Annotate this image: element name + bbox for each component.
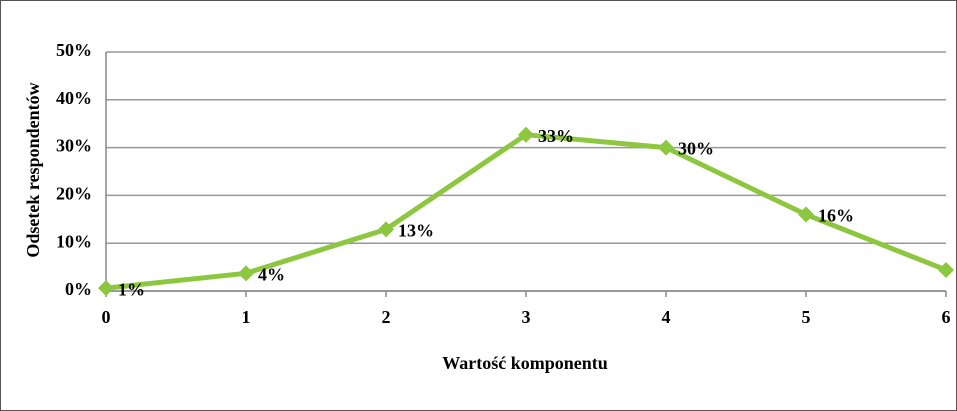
marker [518, 126, 534, 143]
marker [378, 221, 394, 238]
y-tick-label: 50% [56, 40, 92, 60]
x-tick-label: 1 [242, 307, 251, 327]
data-label: 13% [398, 220, 434, 240]
x-tick-label: 0 [102, 307, 111, 327]
data-label: 33% [538, 126, 574, 146]
data-label: 1% [118, 279, 145, 299]
y-tick-label: 40% [56, 88, 92, 108]
data-label: 4% [258, 264, 285, 284]
y-axis-title: Odsetek respondentów [23, 82, 43, 257]
y-tick-label: 10% [56, 231, 92, 251]
y-tick-label: 0% [65, 279, 92, 299]
x-tick-label: 4 [662, 307, 671, 327]
y-tick-label: 30% [56, 136, 92, 156]
marker [658, 139, 674, 156]
x-tick-label: 5 [802, 307, 811, 327]
data-label: 16% [818, 206, 854, 226]
x-axis-title: Wartość komponentu [442, 353, 608, 373]
x-tick-label: 3 [522, 307, 531, 327]
data-label: 30% [678, 139, 714, 159]
marker [238, 265, 254, 282]
marker [98, 280, 114, 297]
x-tick-label: 2 [382, 307, 391, 327]
marker [938, 261, 954, 278]
x-tick-label: 6 [942, 307, 951, 327]
y-tick-label: 20% [56, 184, 92, 204]
marker [798, 206, 814, 223]
